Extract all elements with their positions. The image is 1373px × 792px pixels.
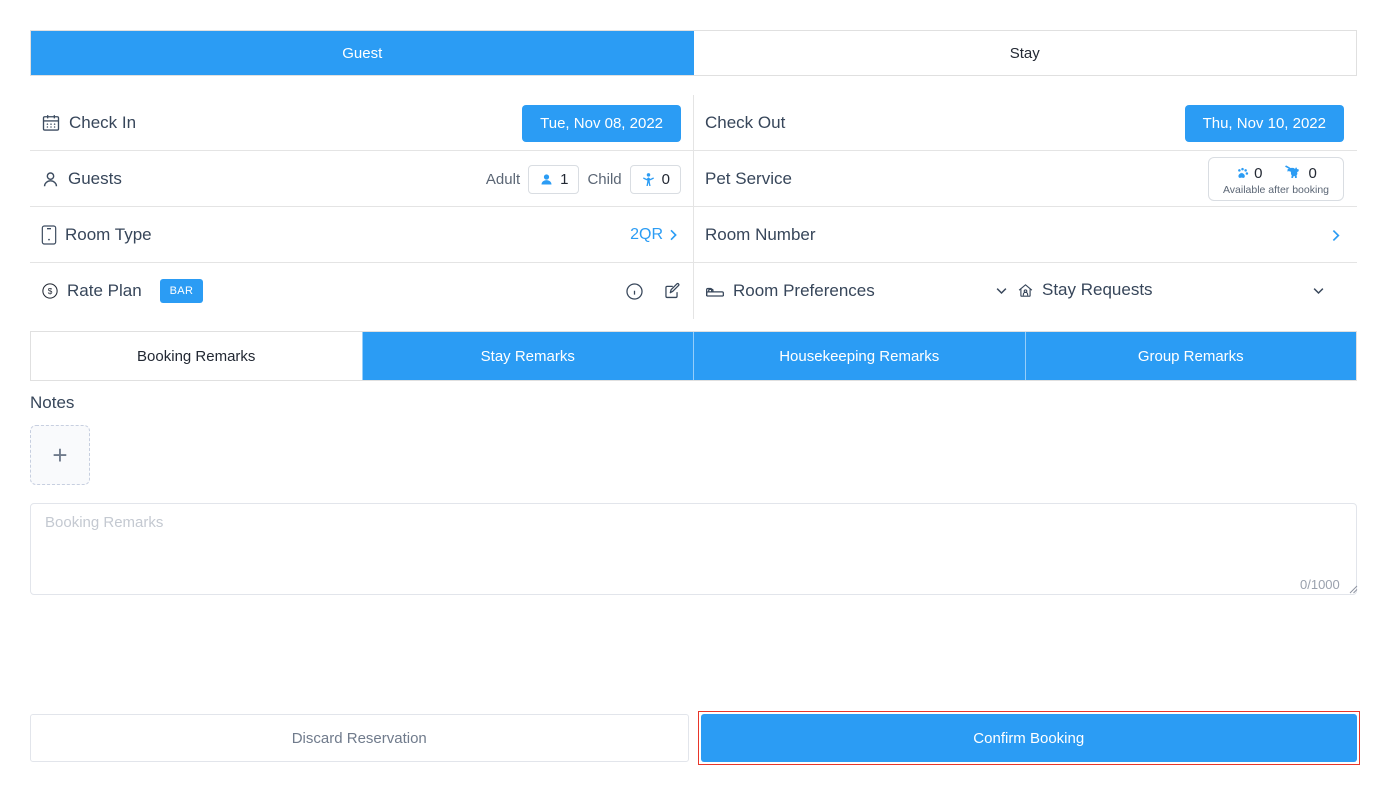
svg-text:$: $ — [48, 287, 53, 296]
